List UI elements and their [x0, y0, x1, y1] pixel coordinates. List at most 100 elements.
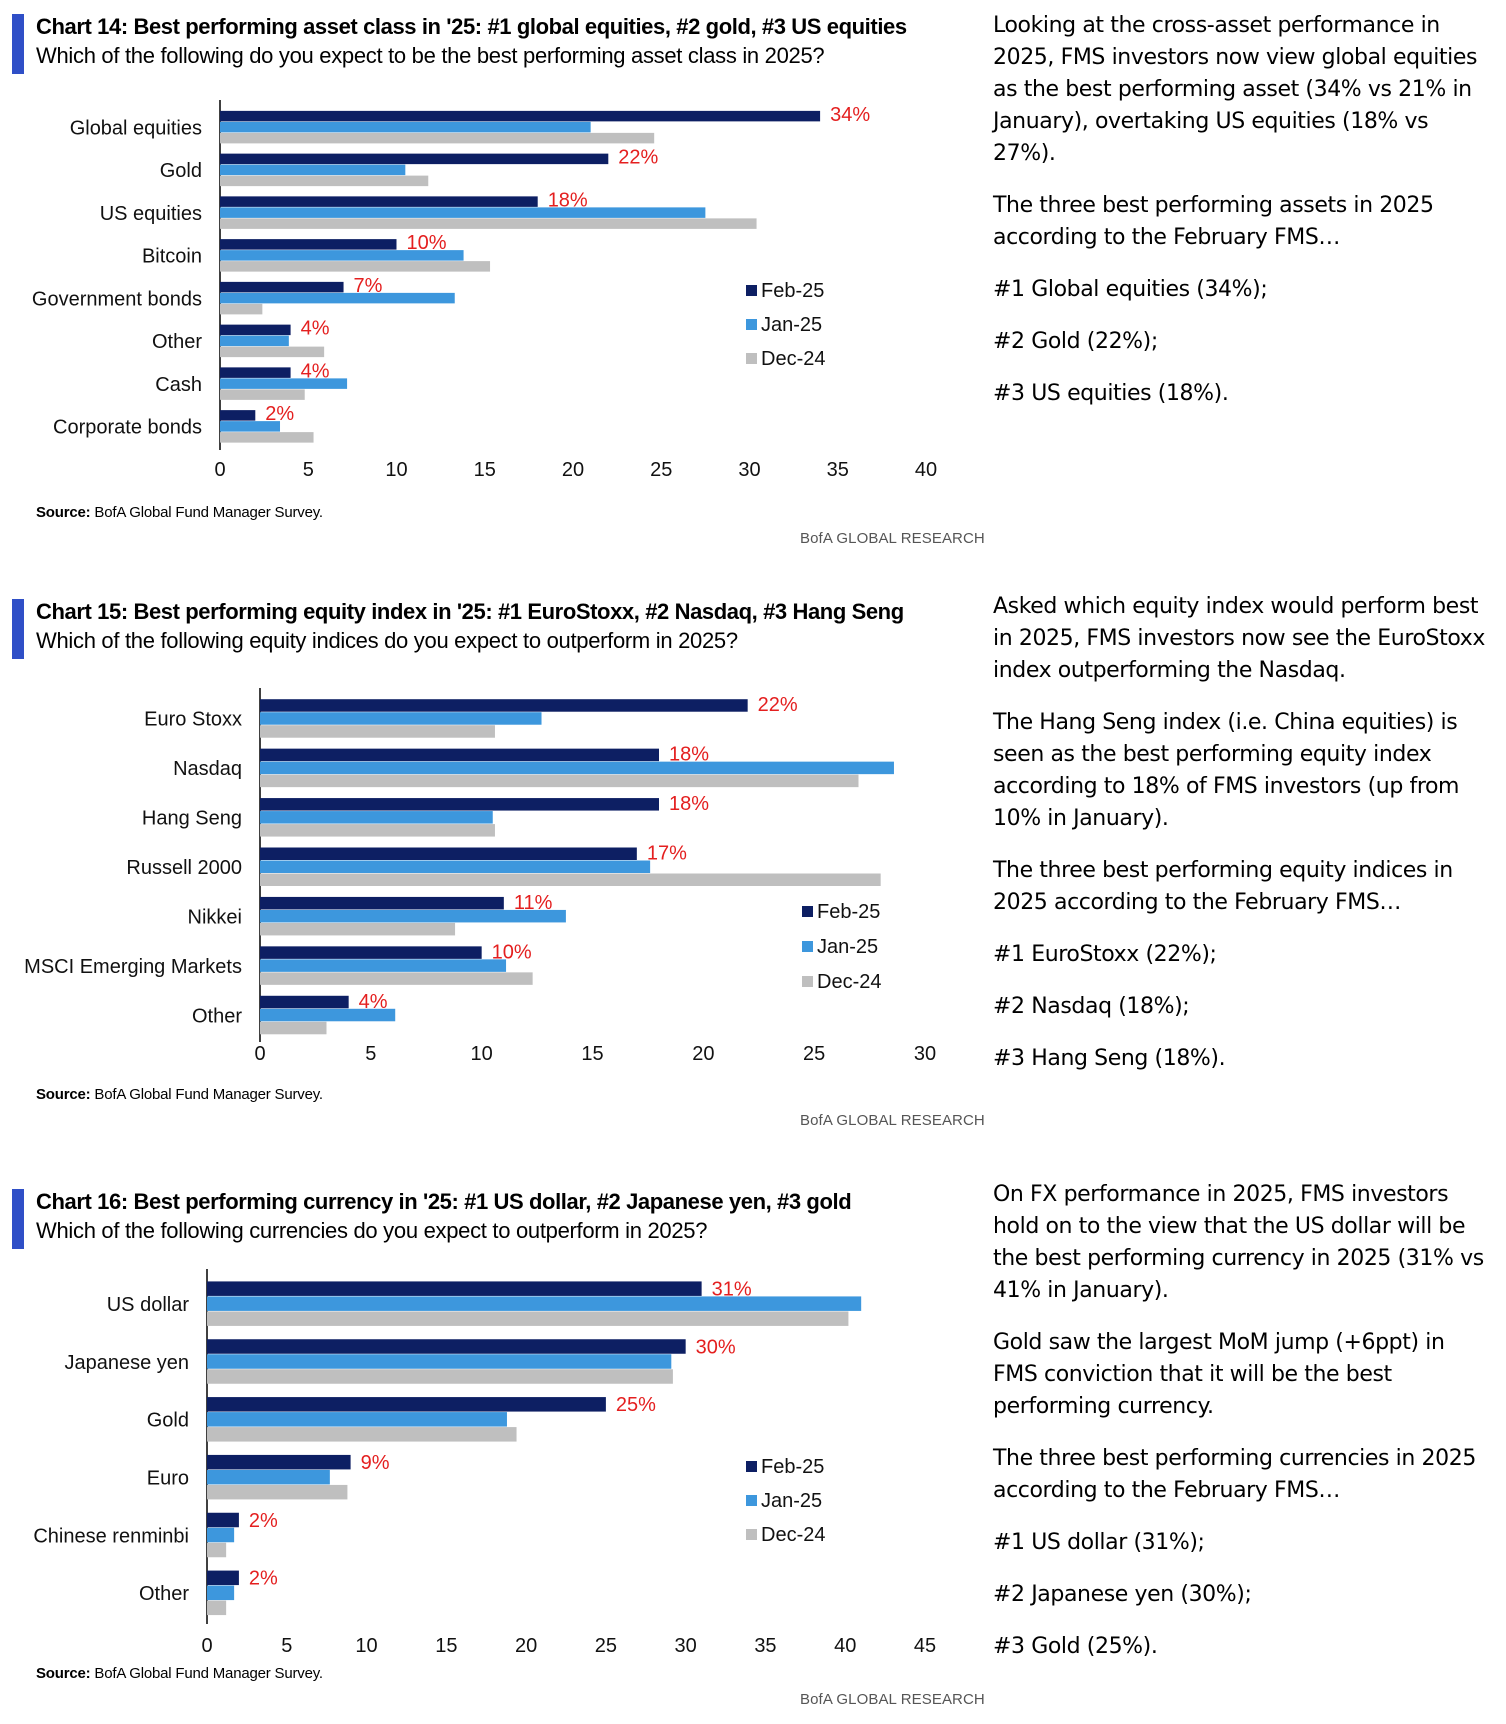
chart-subtitle: Which of the following currencies do you… [36, 1218, 708, 1243]
bar-dec-24 [220, 432, 314, 443]
x-tick-label: 25 [595, 1635, 617, 1657]
category-label: Global equities [70, 117, 202, 139]
legend-swatch [802, 941, 813, 952]
x-tick-label: 25 [803, 1043, 825, 1065]
chart-title: Chart 15: Best performing equity index i… [36, 599, 904, 624]
bar-dec-24 [220, 132, 655, 144]
category-label: Chinese renminbi [33, 1525, 189, 1547]
data-label: 18% [548, 189, 588, 211]
commentary-paragraph: On FX performance in 2025, FMS investors… [993, 1182, 1484, 1303]
data-label: 18% [669, 793, 709, 815]
bar-dec-24 [260, 1021, 327, 1035]
legend-swatch [746, 319, 757, 330]
bar-dec-24 [220, 175, 429, 187]
bar-jan-25 [260, 860, 651, 873]
data-label: 25% [616, 1394, 656, 1416]
x-tick-label: 0 [201, 1635, 212, 1657]
data-label: 30% [696, 1336, 736, 1358]
legend-label: Feb-25 [817, 901, 880, 923]
x-tick-label: 25 [650, 459, 672, 481]
x-tick-label: 40 [915, 459, 937, 481]
bar-dec-24 [260, 873, 881, 886]
bar-dec-24 [260, 824, 495, 837]
x-tick-label: 5 [281, 1635, 292, 1657]
bar-dec-24 [207, 1484, 348, 1500]
category-label: Hang Seng [142, 808, 242, 830]
commentary: Looking at the cross-asset performance i… [993, 10, 1493, 430]
bar-jan-25 [260, 909, 566, 923]
bar-feb-25 [207, 1281, 702, 1296]
legend-swatch [802, 906, 813, 917]
bar-dec-24 [260, 972, 533, 985]
commentary-paragraph: #1 US dollar (31%); [993, 1530, 1205, 1555]
bar-jan-25 [220, 335, 289, 347]
data-label: 9% [361, 1452, 390, 1474]
chart-title: Chart 16: Best performing currency in '2… [36, 1189, 852, 1214]
bar-dec-24 [207, 1600, 227, 1616]
bar-jan-25 [220, 292, 455, 304]
x-tick-label: 15 [474, 459, 496, 481]
title-accent-bar [12, 14, 24, 74]
category-label: Other [192, 1005, 242, 1027]
x-tick-label: 35 [754, 1635, 776, 1657]
legend-label: Feb-25 [761, 1456, 824, 1478]
source-note: Source: BofA Global Fund Manager Survey. [36, 1086, 323, 1103]
data-label: 34% [830, 104, 870, 126]
brand-label: BofA GLOBAL RESEARCH [800, 530, 985, 547]
bar-jan-25 [220, 250, 464, 261]
category-label: Japanese yen [64, 1352, 189, 1374]
x-tick-label: 20 [515, 1635, 537, 1657]
data-label: 7% [354, 275, 383, 297]
data-label: 17% [647, 843, 687, 865]
bar-dec-24 [260, 922, 456, 936]
category-label: Nasdaq [173, 758, 242, 780]
x-tick-label: 20 [562, 459, 584, 481]
bar-jan-25 [220, 207, 706, 218]
category-label: Euro Stoxx [144, 709, 242, 731]
category-label: Government bonds [32, 288, 202, 310]
bar-feb-25 [260, 995, 349, 1009]
x-tick-label: 15 [581, 1043, 603, 1065]
commentary-paragraph: #3 Hang Seng (18%). [993, 1046, 1226, 1071]
data-label: 2% [265, 403, 294, 425]
commentary-paragraph: #3 US equities (18%). [993, 381, 1229, 406]
x-tick-label: 40 [834, 1635, 856, 1657]
bar-feb-25 [260, 896, 504, 910]
bar-feb-25 [207, 1397, 606, 1412]
data-label: 31% [712, 1278, 752, 1300]
chart-panel-2: Chart 15: Best performing equity index i… [0, 585, 1506, 1150]
legend-swatch [746, 353, 757, 364]
bar-chart-asset-class: Global equities 34% Gold 22% US equities 18% B… [32, 100, 937, 481]
bar-feb-25 [220, 367, 291, 378]
title-accent-bar [12, 599, 24, 659]
bar-jan-25 [260, 811, 493, 824]
bar-jan-25 [207, 1585, 235, 1601]
bar-feb-25 [260, 798, 659, 811]
bar-feb-25 [207, 1570, 239, 1586]
chart-panel-1: Chart 14: Best performing asset class in… [0, 0, 1506, 560]
x-tick-label: 5 [303, 459, 314, 481]
bar-chart-equity-index: Euro Stoxx 22% Nasdaq 18% Hang Seng 18% Russel… [24, 688, 936, 1065]
x-tick-label: 30 [675, 1635, 697, 1657]
category-label: Gold [147, 1410, 189, 1432]
bar-dec-24 [220, 303, 263, 315]
category-label: Euro [147, 1467, 189, 1489]
commentary-paragraph: #2 Nasdaq (18%); [993, 994, 1190, 1019]
commentary-paragraph: Gold saw the largest MoM jump (+6ppt) in… [993, 1330, 1445, 1419]
data-label: 4% [359, 991, 388, 1013]
bar-feb-25 [220, 110, 821, 122]
data-label: 22% [618, 147, 658, 169]
commentary-paragraph: The three best performing currencies in … [993, 1446, 1476, 1503]
chart-panel-3: Chart 16: Best performing currency in '2… [0, 1175, 1506, 1724]
x-tick-label: 30 [738, 459, 760, 481]
bar-dec-24 [207, 1427, 517, 1442]
bar-jan-25 [260, 761, 894, 775]
commentary-paragraph: The Hang Seng index (i.e. China equities… [993, 710, 1460, 831]
bar-feb-25 [220, 153, 609, 165]
data-label: 10% [407, 232, 447, 254]
data-label: 4% [301, 318, 330, 340]
bar-dec-24 [260, 774, 859, 788]
bar-jan-25 [260, 959, 507, 972]
commentary: On FX performance in 2025, FMS investors… [993, 1179, 1493, 1683]
category-label: US dollar [107, 1294, 190, 1316]
